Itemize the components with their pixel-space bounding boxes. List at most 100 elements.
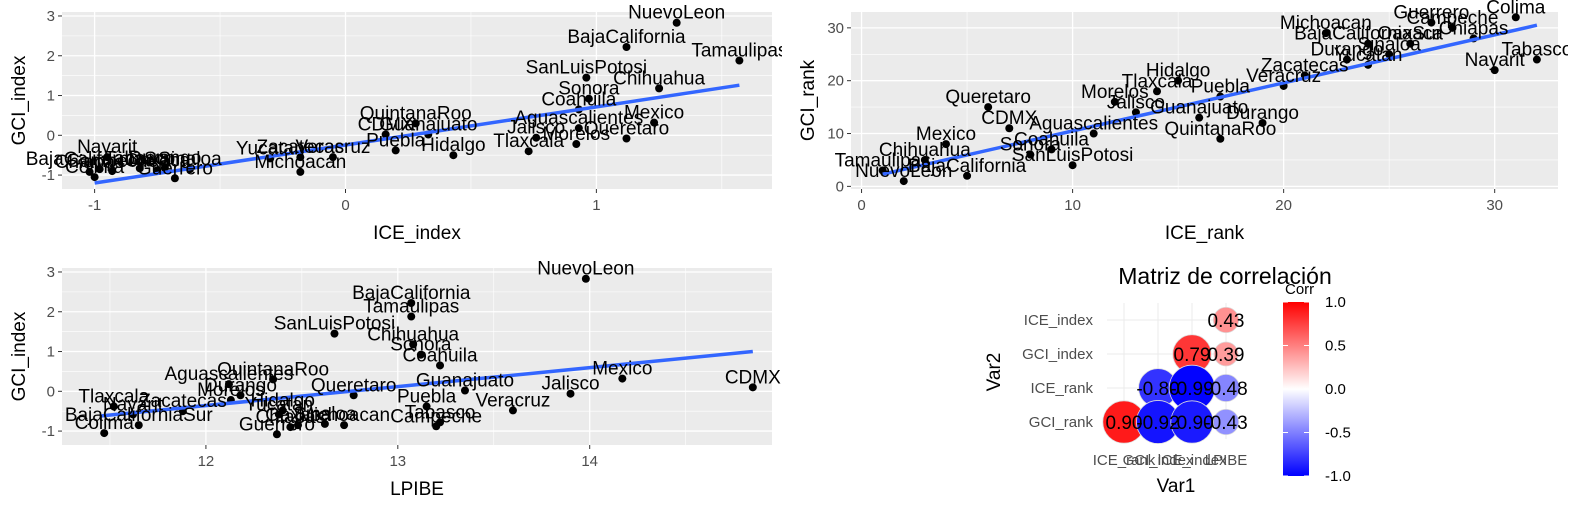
point-label: Michoacan — [1280, 13, 1372, 34]
point-label: Yucatan — [1334, 45, 1403, 66]
point-label: CDMX — [725, 367, 781, 388]
data-point — [294, 421, 303, 430]
point-label: Sonora — [558, 79, 620, 100]
point-label: Puebla — [397, 386, 457, 407]
point-label: Sinaloa — [293, 404, 357, 425]
point-label: SanLuisPotosi — [274, 314, 395, 335]
legend-tick-label: 0.0 — [1325, 381, 1346, 398]
data-point — [432, 422, 441, 431]
y-tick-label: 0 — [836, 178, 844, 195]
data-point — [95, 165, 104, 174]
point-label: Durango — [128, 148, 201, 169]
data-point — [409, 340, 418, 349]
y-tick-label: 3 — [47, 8, 55, 25]
legend-tick-label: 1.0 — [1325, 294, 1346, 311]
data-point — [134, 421, 143, 430]
data-point — [449, 151, 458, 160]
corr-x-tick-label: LPIBE — [1205, 452, 1248, 469]
data-point — [320, 419, 329, 428]
data-point — [574, 124, 583, 133]
point-label: Nayarit — [103, 394, 164, 415]
point-label: Campeche — [390, 406, 482, 427]
corr-value-label: -0.80 — [1136, 379, 1179, 400]
point-label: Guerrero — [1393, 3, 1469, 24]
y-tick-label: 3 — [47, 264, 55, 281]
data-point — [655, 84, 664, 93]
data-point — [1068, 161, 1077, 170]
point-label: Veracruz — [475, 390, 550, 411]
point-label: Tlaxcala — [1122, 71, 1193, 92]
point-label: Guerrero — [137, 158, 213, 179]
y-axis-title: GCI_rank — [798, 59, 819, 141]
point-label: Queretaro — [584, 118, 670, 139]
data-point — [416, 350, 425, 359]
x-tick-label: 13 — [389, 453, 406, 470]
point-label: Tlaxcala — [78, 386, 149, 407]
point-label: QuintanaRoo — [1164, 119, 1276, 140]
x-axis-title: ICE_index — [373, 223, 461, 244]
point-label: BajaCalifornia — [352, 283, 471, 304]
point-label: Nayarit — [77, 137, 138, 158]
point-label: Nayarit — [1465, 50, 1526, 71]
correlation-matrix: 0.43 0.790.39 -0.80-0.99-0.48 0.90-0.92-0.9… — [984, 263, 1351, 497]
gridlines — [62, 12, 772, 189]
y-tick-label: 0 — [47, 383, 55, 400]
plot-content: NuevoLeon BajaCaliforniaTamaulipasSanLuis… — [65, 259, 781, 439]
data-point — [1026, 150, 1035, 159]
corr-y-tick-label: GCI_index — [1022, 346, 1093, 363]
point-label: BajaCaliforniaSur — [1294, 24, 1443, 45]
data-point — [1005, 124, 1014, 133]
point-label: Sinaloa — [1357, 34, 1421, 55]
data-point — [920, 155, 929, 164]
data-point — [274, 410, 283, 419]
data-point — [1511, 13, 1520, 22]
point-label: Hidalgo — [250, 390, 314, 411]
corr-circle — [1212, 306, 1240, 334]
point-label: Zacatecas — [257, 137, 345, 158]
data-point — [1406, 39, 1415, 48]
regression-line — [882, 23, 1538, 176]
y-tick-label: 10 — [827, 126, 844, 143]
point-label: Campeche — [66, 151, 158, 172]
data-point — [1047, 145, 1056, 154]
point-label: Morelos — [197, 380, 265, 401]
point-label: Tabasco — [1502, 40, 1573, 61]
data-point — [1532, 55, 1541, 64]
point-label: QuintanaRoo — [360, 103, 472, 124]
point-label: Mexico — [916, 124, 976, 145]
point-label: Michoacan — [254, 152, 346, 173]
x-tick-label: 14 — [581, 453, 598, 470]
point-label: CDMX — [358, 115, 414, 136]
point-label: Mexico — [624, 103, 684, 124]
point-label: Coahuila — [541, 89, 616, 110]
point-label: BajaCalifornia — [908, 156, 1027, 177]
x-axis-title: LPIBE — [390, 479, 444, 500]
data-point — [1089, 129, 1098, 138]
data-point — [286, 423, 295, 432]
corr-x-tick-label: ICE_index — [1157, 452, 1227, 469]
data-point — [422, 402, 431, 411]
corr-value-label: 0.39 — [1208, 345, 1245, 366]
data-point — [224, 380, 233, 389]
point-label: Aguascalientes — [165, 364, 294, 385]
corr-value-label: -0.92 — [1136, 413, 1179, 434]
corr-value-label: -0.43 — [1204, 413, 1247, 434]
point-label: Tamaulipas — [691, 41, 787, 62]
data-point — [1364, 39, 1373, 48]
x-tick-label: 0 — [857, 197, 865, 214]
data-point — [90, 173, 99, 182]
corr-value-label: 0.79 — [1174, 345, 1211, 366]
data-point — [735, 56, 744, 65]
corr-x-axis-title: Var1 — [1157, 476, 1196, 497]
point-label: Colima — [1486, 0, 1546, 18]
data-point — [296, 167, 305, 176]
data-point — [328, 153, 337, 162]
data-point — [532, 133, 541, 142]
data-point — [584, 94, 593, 103]
point-label: Michoacan — [298, 405, 390, 426]
panel-background — [62, 12, 772, 189]
data-point — [1427, 18, 1436, 27]
point-label: Chiapas — [1439, 18, 1509, 39]
point-label: Jalisco — [507, 118, 565, 139]
